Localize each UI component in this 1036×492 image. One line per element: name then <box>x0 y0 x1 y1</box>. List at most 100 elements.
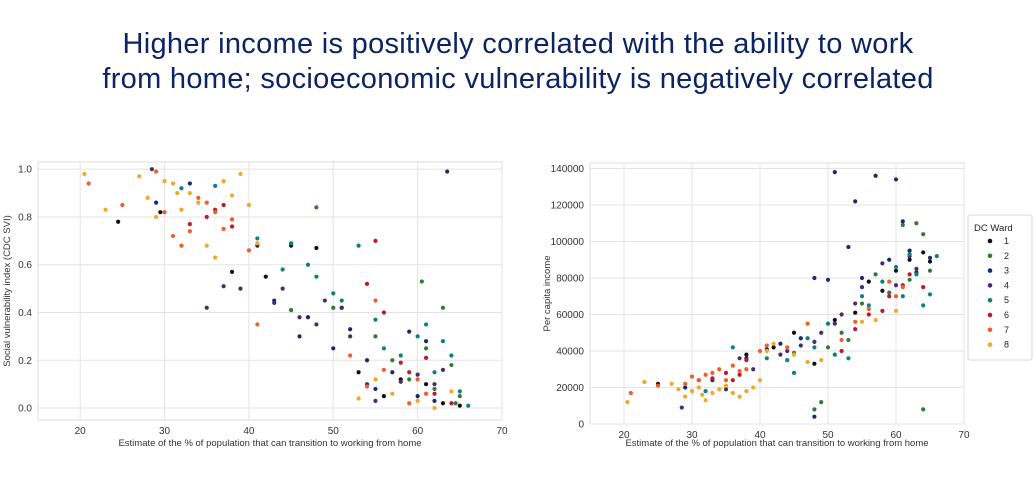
income-series-ward-8 <box>625 308 899 405</box>
income-point-ward-1 <box>893 268 899 273</box>
svi-point-ward-1 <box>229 269 235 274</box>
income-point-ward-1 <box>921 250 926 255</box>
income-point-ward-8 <box>805 359 810 365</box>
svi-point-ward-2 <box>331 305 336 310</box>
income-point-ward-3 <box>846 244 851 250</box>
income-point-ward-5 <box>921 303 926 308</box>
svi-point-ward-4 <box>339 305 344 310</box>
svi-point-ward-6 <box>423 355 429 360</box>
income-point-ward-8 <box>642 379 647 385</box>
income-point-ward-8 <box>751 385 756 390</box>
income-point-ward-7 <box>887 279 892 284</box>
income-point-ward-7 <box>689 374 695 379</box>
income-point-ward-8 <box>689 389 695 394</box>
svi-series-ward-4 <box>149 167 446 403</box>
svi-point-ward-2 <box>390 358 395 363</box>
svi-point-ward-7 <box>373 298 378 303</box>
income-point-ward-1 <box>927 259 933 264</box>
income-y-tick-label: 80000 <box>556 273 584 284</box>
income-point-ward-7 <box>628 390 633 396</box>
income-point-ward-7 <box>737 368 742 374</box>
legend-title: DC Ward <box>974 223 1013 234</box>
svi-y-tick-label: 0.0 <box>18 404 32 415</box>
svi-point-ward-8 <box>82 171 87 177</box>
income-point-ward-8 <box>717 387 722 392</box>
svi-point-ward-8 <box>356 396 361 401</box>
income-point-ward-3 <box>832 170 837 175</box>
svi-point-ward-6 <box>204 214 209 220</box>
income-x-tick-label: 70 <box>958 430 970 441</box>
svi-point-ward-7 <box>213 210 218 215</box>
income-point-ward-7 <box>785 345 790 350</box>
income-point-ward-4 <box>893 283 899 288</box>
legend-label-ward-3: 3 <box>1004 266 1009 276</box>
income-point-ward-7 <box>655 383 661 388</box>
svi-point-ward-7 <box>407 401 412 406</box>
income-point-ward-2 <box>825 345 831 350</box>
svi-point-ward-4 <box>373 398 378 403</box>
income-point-ward-5 <box>832 352 837 357</box>
income-point-ward-6 <box>744 358 749 363</box>
svi-point-ward-4 <box>398 379 403 384</box>
income-point-ward-2 <box>839 330 844 335</box>
income-point-ward-8 <box>669 381 674 386</box>
svi-point-ward-3 <box>407 329 412 334</box>
svi-point-ward-1 <box>356 370 361 375</box>
svi-point-ward-5 <box>280 267 285 272</box>
svi-series-ward-3 <box>154 169 450 403</box>
legend-marker-ward-7 <box>987 327 993 333</box>
income-point-ward-8 <box>893 308 899 313</box>
income-point-ward-3 <box>873 173 878 178</box>
ward-legend: DC Ward 1 2 3 4 5 6 7 8 <box>967 214 1033 361</box>
income-plot-frame <box>589 162 965 425</box>
income-point-ward-7 <box>717 367 722 372</box>
income-point-ward-2 <box>819 399 824 405</box>
income-point-ward-7 <box>900 285 905 290</box>
income-point-ward-7 <box>866 306 871 312</box>
income-point-ward-5 <box>866 303 871 308</box>
title-line-1: Higher income is positively correlated w… <box>122 28 914 60</box>
svi-point-ward-5 <box>356 243 361 248</box>
svi-point-ward-7 <box>415 377 420 382</box>
income-point-ward-1 <box>866 279 871 284</box>
income-series-ward-7 <box>628 279 905 396</box>
income-y-axis-label: Per capita income <box>542 255 553 331</box>
svi-point-ward-5 <box>373 317 378 322</box>
svi-point-ward-6 <box>407 370 412 375</box>
svi-series-ward-5 <box>179 183 471 408</box>
svi-point-ward-8 <box>255 241 260 246</box>
svi-point-ward-8 <box>204 243 209 248</box>
svi-series-ward-8 <box>82 171 454 411</box>
svi-point-ward-2 <box>457 394 462 399</box>
svi-point-ward-5 <box>432 370 437 375</box>
svi-point-ward-7 <box>162 210 167 215</box>
svi-point-ward-5 <box>381 346 386 351</box>
income-point-ward-3 <box>927 255 933 261</box>
svi-point-ward-5 <box>314 274 319 279</box>
income-x-tick-label: 30 <box>686 430 698 441</box>
income-point-ward-2 <box>907 277 912 282</box>
income-point-ward-8 <box>710 390 715 396</box>
income-point-ward-8 <box>676 387 681 392</box>
svi-point-ward-7 <box>170 233 176 239</box>
svi-point-ward-2 <box>453 401 458 406</box>
income-point-ward-6 <box>723 370 729 375</box>
svi-point-ward-8 <box>103 207 108 212</box>
svi-point-ward-4 <box>322 298 327 303</box>
svi-point-ward-2 <box>314 205 319 210</box>
income-point-ward-3 <box>853 199 858 204</box>
svi-point-ward-6 <box>187 222 192 227</box>
income-point-ward-3 <box>778 341 783 346</box>
svi-point-ward-5 <box>179 186 184 191</box>
income-point-ward-7 <box>744 367 749 372</box>
income-point-ward-7 <box>683 381 688 386</box>
legend-label-ward-8: 8 <box>1004 340 1009 350</box>
svi-point-ward-3 <box>154 200 159 205</box>
income-y-tick-label: 20000 <box>556 383 584 394</box>
income-point-ward-4 <box>679 405 684 410</box>
income-y-tick-label: 120000 <box>551 200 585 211</box>
svi-point-ward-4 <box>348 334 353 339</box>
svi-point-ward-7 <box>381 367 386 372</box>
svi-point-ward-4 <box>415 372 420 377</box>
svi-point-ward-3 <box>423 339 429 344</box>
